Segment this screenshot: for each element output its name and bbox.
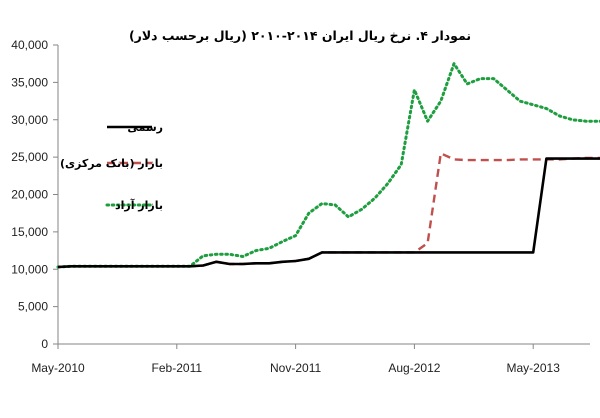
y-tick-label: 35,000 bbox=[11, 75, 48, 89]
y-tick-label: 20,000 bbox=[11, 188, 48, 202]
legend: رسمی بازار (بانک مرکزی) بازار آزاد bbox=[60, 121, 163, 212]
series-line-solid bbox=[57, 157, 600, 269]
legend-label: بازار (بانک مرکزی) bbox=[60, 157, 163, 170]
legend-label: بازار آزاد bbox=[115, 198, 163, 212]
y-tick-label: 5,000 bbox=[18, 300, 48, 314]
x-tick-label: May-2010 bbox=[31, 361, 85, 375]
x-tick-label: May-2013 bbox=[507, 361, 561, 375]
series-group bbox=[56, 62, 600, 269]
legend-label: رسمی bbox=[127, 121, 163, 134]
y-tick-label: 0 bbox=[41, 337, 48, 351]
y-tick-label: 40,000 bbox=[11, 38, 48, 52]
x-tick-label: Aug-2012 bbox=[388, 361, 440, 375]
y-tick-label: 10,000 bbox=[11, 262, 48, 276]
x-tick-label: Nov-2011 bbox=[270, 361, 321, 375]
y-tick-label: 15,000 bbox=[11, 225, 48, 239]
axes-group: 0 5,000 10,000 15,000 20,000 25,000 30,000 35,0… bbox=[11, 38, 590, 375]
y-tick-label: 25,000 bbox=[11, 150, 48, 164]
chart-title: نمودار ۴. نرخ ریال ایران ۲۰۱۴-۲۰۱۰ (ریال… bbox=[129, 28, 471, 43]
y-tick-label: 30,000 bbox=[11, 113, 48, 127]
x-tick-label: Feb-2011 bbox=[152, 361, 203, 375]
